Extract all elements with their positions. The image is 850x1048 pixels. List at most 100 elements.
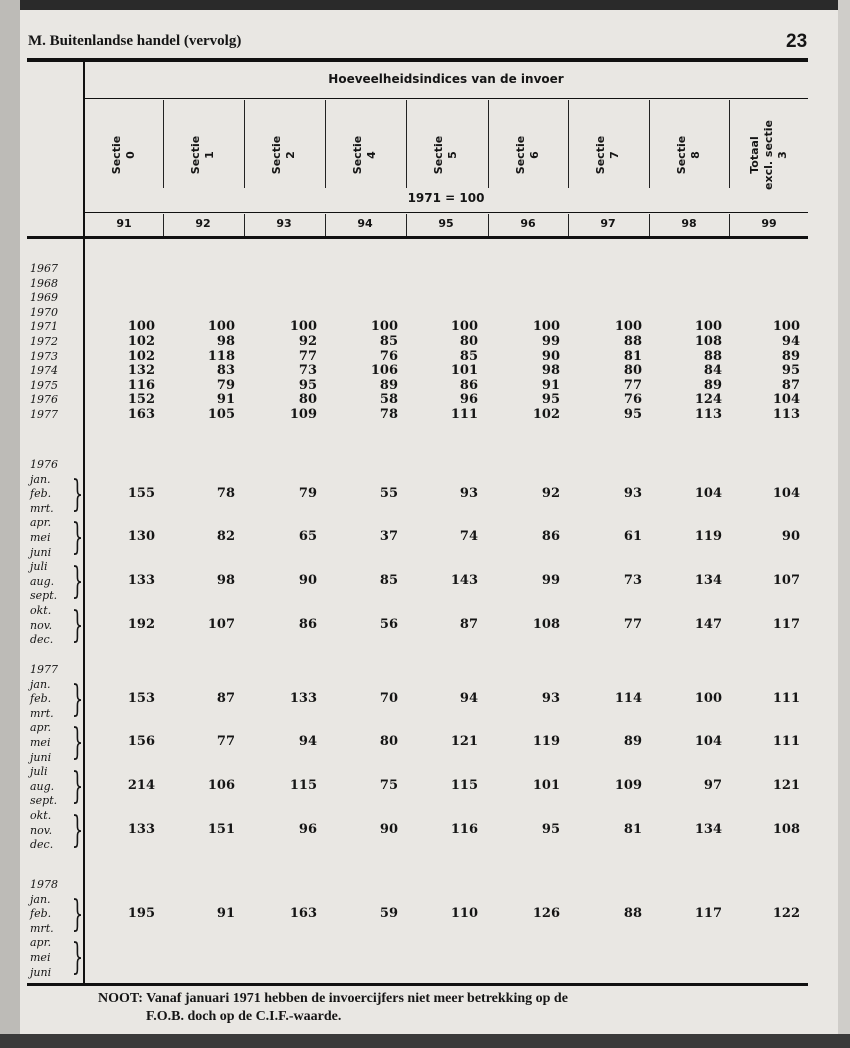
table-cell: 91 xyxy=(216,905,235,921)
row-label-month: mei xyxy=(30,736,51,749)
row-label-year: 1969 xyxy=(30,291,58,305)
row-label-month: juni xyxy=(30,965,52,979)
table-cell: 107 xyxy=(207,617,235,632)
table-cell: 115 xyxy=(289,778,317,794)
table-cell: 93 xyxy=(541,690,560,706)
table-cell: 96 xyxy=(459,392,478,408)
table-cell: 76 xyxy=(623,392,642,408)
table-cell: 89 xyxy=(781,348,800,364)
table-cell: 89 xyxy=(703,377,722,393)
table-cell: 111 xyxy=(450,407,478,422)
table-cell: 133 xyxy=(289,690,317,706)
quarter-brace: } xyxy=(71,605,84,646)
table-cell: 95 xyxy=(623,407,642,422)
table-cell: 84 xyxy=(703,363,722,379)
row-label-year: 1971 xyxy=(30,320,58,334)
row-label-month: feb. xyxy=(30,487,52,501)
column-header: Sectie 4 xyxy=(325,100,405,210)
row-label-month: aug. xyxy=(30,779,55,793)
column-separator xyxy=(244,100,245,188)
table-cell: 59 xyxy=(379,905,398,921)
row-label-month: jan. xyxy=(30,472,51,486)
table-cell: 95 xyxy=(541,822,560,837)
column-separator xyxy=(325,214,326,236)
table-cell: 100 xyxy=(694,319,722,335)
row-label-year: 1976 xyxy=(30,458,58,471)
table-cell: 117 xyxy=(694,905,722,921)
table-cell: 87 xyxy=(216,690,235,706)
table-cell: 153 xyxy=(127,690,155,706)
table-cell: 163 xyxy=(127,407,155,422)
row-label-year: 1973 xyxy=(30,349,58,363)
table-cell: 100 xyxy=(614,319,642,335)
column-header: Sectie 2 xyxy=(244,100,324,210)
column-header-label: Sectie 4 xyxy=(351,135,378,175)
header-rule xyxy=(84,98,808,99)
table-cell: 100 xyxy=(370,319,398,335)
table-cell: 108 xyxy=(772,822,800,837)
row-label-month: okt. xyxy=(30,604,52,617)
table-cell: 94 xyxy=(298,734,317,750)
top-rule xyxy=(27,58,808,62)
table-cell: 134 xyxy=(694,573,722,589)
column-number: 93 xyxy=(276,217,292,230)
row-label-month: aug. xyxy=(30,574,55,588)
row-label-month: juli xyxy=(30,560,48,574)
quarter-brace: } xyxy=(71,766,84,808)
table-cell: 108 xyxy=(694,334,722,349)
table-cell: 113 xyxy=(772,407,800,422)
table-cell: 89 xyxy=(623,734,642,750)
table-cell: 106 xyxy=(207,778,235,794)
column-number: 91 xyxy=(116,217,132,230)
row-label-month: apr. xyxy=(30,516,52,530)
table-cell: 90 xyxy=(298,573,317,589)
row-label-year: 1977 xyxy=(30,408,58,421)
table-cell: 85 xyxy=(379,573,398,589)
row-label-month: mei xyxy=(30,951,51,964)
row-label-month: nov. xyxy=(30,618,53,632)
table-cell: 115 xyxy=(450,778,478,794)
table-cell: 102 xyxy=(127,348,155,364)
row-label-month: mrt. xyxy=(30,921,54,935)
column-header-label: Sectie 6 xyxy=(514,135,541,175)
table-cell: 85 xyxy=(459,348,478,364)
table-cell: 101 xyxy=(532,778,560,794)
table-cell: 98 xyxy=(216,573,235,589)
table-cell: 100 xyxy=(772,319,800,335)
table-cell: 55 xyxy=(379,485,398,501)
quarter-brace: } xyxy=(71,678,84,720)
table-cell: 104 xyxy=(772,392,800,408)
table-cell: 192 xyxy=(127,617,155,632)
footnote: NOOT: Vanaf januari 1971 hebben de invoe… xyxy=(98,990,568,1026)
table-cell: 88 xyxy=(703,348,722,364)
header-bottom-rule xyxy=(27,236,808,239)
column-number: 94 xyxy=(357,217,373,230)
footnote-line-2: F.O.B. doch op de C.I.F.-waarde. xyxy=(146,1009,342,1024)
footnote-line-1: NOOT: Vanaf januari 1971 hebben de invoe… xyxy=(98,991,568,1006)
table-cell: 101 xyxy=(450,363,478,379)
table-cell: 80 xyxy=(623,363,642,379)
scan-edge-left xyxy=(0,0,20,1048)
table-cell: 105 xyxy=(207,407,235,422)
table-cell: 117 xyxy=(772,617,800,632)
table-cell: 195 xyxy=(127,905,155,921)
table-cell: 88 xyxy=(623,334,642,349)
quarter-brace: } xyxy=(71,473,84,515)
table-cell: 143 xyxy=(450,573,478,589)
table-cell: 86 xyxy=(541,529,560,545)
table-cell: 109 xyxy=(614,778,642,794)
column-number: 98 xyxy=(681,217,697,230)
table-cell: 104 xyxy=(772,485,800,501)
table-cell: 111 xyxy=(772,690,800,706)
table-cell: 134 xyxy=(694,822,722,837)
column-header-label: Sectie 2 xyxy=(270,135,297,175)
table-cell: 108 xyxy=(532,617,560,632)
table-cell: 126 xyxy=(532,905,560,921)
row-label-month: nov. xyxy=(30,823,53,837)
column-separator xyxy=(244,214,245,236)
page-number: 23 xyxy=(786,31,808,52)
table-cell: 74 xyxy=(459,529,478,545)
column-number: 95 xyxy=(438,217,454,230)
table-cell: 89 xyxy=(379,377,398,393)
table-cell: 106 xyxy=(370,363,398,379)
